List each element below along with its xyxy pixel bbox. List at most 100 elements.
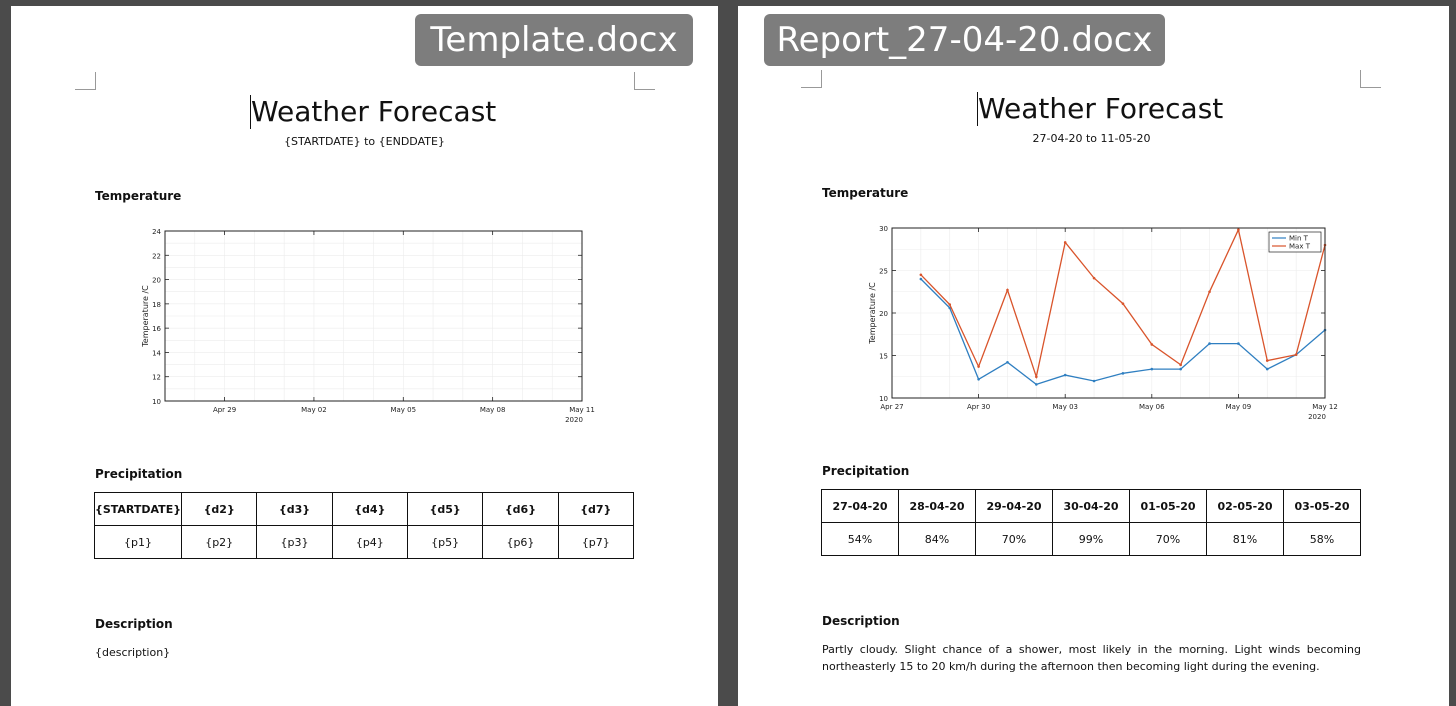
crop-mark [75, 72, 96, 90]
data-point [1265, 367, 1269, 371]
y-tick-label: 10 [879, 395, 888, 403]
crop-mark [634, 72, 655, 90]
x-tick-label: May 05 [390, 406, 416, 414]
y-tick-label: 15 [879, 353, 888, 361]
legend-label: Min T [1289, 235, 1309, 243]
x-tick-label: May 02 [301, 406, 327, 414]
y-tick-label: 22 [152, 252, 161, 260]
data-point [948, 303, 952, 306]
precip-value-cell[interactable]: {p3} [256, 525, 333, 559]
precip-header-cell[interactable]: 29-04-20 [975, 489, 1053, 523]
y-tick-label: 30 [879, 225, 888, 233]
text-cursor [977, 92, 978, 126]
precip-header-cell[interactable]: {d5} [406, 492, 484, 526]
precipitation-header-row: 27-04-20 28-04-20 29-04-20 30-04-20 01-0… [821, 489, 1361, 523]
precip-value-cell[interactable]: {p6} [482, 525, 559, 559]
y-tick-label: 20 [152, 277, 161, 285]
precipitation-header-row: {STARTDATE} {d2} {d3} {d4} {d5} {d6} {d7… [93, 492, 635, 526]
precip-value-cell[interactable]: 70% [1129, 522, 1207, 556]
precip-value-cell[interactable]: 99% [1052, 522, 1130, 556]
legend-label: Max T [1289, 243, 1311, 251]
plot-frame [164, 230, 583, 402]
precip-value-cell[interactable]: 84% [898, 522, 976, 556]
x-tick-label: May 08 [480, 406, 506, 414]
report-document-page: Weather Forecast 27-04-20 to 11-05-20 Te… [738, 6, 1449, 706]
precip-value-cell[interactable]: {p1} [93, 525, 183, 559]
precip-value-cell[interactable]: {p5} [406, 525, 484, 559]
precip-header-cell[interactable]: {STARTDATE} [93, 492, 183, 526]
x-tick-label: Apr 27 [880, 403, 903, 411]
document-title[interactable]: Weather Forecast [978, 92, 1224, 125]
template-document-page: Weather Forecast {STARTDATE} to {ENDDATE… [11, 6, 718, 706]
data-point [1150, 367, 1154, 371]
data-point [919, 273, 923, 277]
filename-label: Report_27-04-20.docx [764, 14, 1165, 66]
description-heading: Description [95, 617, 173, 631]
description-text[interactable]: Partly cloudy. Slight chance of a shower… [822, 643, 1361, 673]
description-heading: Description [822, 614, 900, 628]
precip-value-cell[interactable]: 70% [975, 522, 1053, 556]
document-subtitle[interactable]: {STARTDATE} to {ENDDATE} [284, 135, 445, 148]
y-tick-label: 14 [152, 349, 161, 357]
data-point [1208, 290, 1211, 294]
precipitation-table: {STARTDATE} {d2} {d3} {d4} {d5} {d6} {d7… [93, 492, 635, 559]
document-subtitle[interactable]: 27-04-20 to 11-05-20 [1032, 132, 1151, 145]
precipitation-value-row: {p1} {p2} {p3} {p4} {p5} {p6} {p7} [93, 525, 635, 559]
data-point [1294, 353, 1298, 356]
description-text[interactable]: {description} [95, 646, 171, 659]
precip-header-cell[interactable]: 30-04-20 [1052, 489, 1130, 523]
data-point [1006, 361, 1009, 364]
data-point [1035, 375, 1038, 379]
filename-label: Template.docx [415, 14, 693, 66]
x-tick-label: May 12 [1312, 403, 1338, 411]
temperature-heading: Temperature [822, 186, 909, 200]
data-point [1035, 383, 1038, 386]
precip-header-cell[interactable]: 01-05-20 [1129, 489, 1207, 523]
precip-header-cell[interactable]: {d7} [557, 492, 635, 526]
y-tick-label: 25 [879, 268, 888, 276]
data-point [1208, 342, 1211, 345]
precip-value-cell[interactable]: 81% [1206, 522, 1284, 556]
y-axis-label: Temperature /C [868, 282, 877, 345]
precip-value-cell[interactable]: {p7} [557, 525, 635, 559]
precip-header-cell[interactable]: {d6} [482, 492, 559, 526]
data-point [1237, 228, 1240, 231]
precipitation-heading: Precipitation [822, 464, 910, 478]
y-tick-label: 24 [152, 228, 161, 236]
plot-frame [891, 227, 1326, 399]
document-title[interactable]: Weather Forecast [251, 95, 497, 128]
temperature-chart: 10 15 20 25 30 Apr 27 Apr 30 May 03 May 06 May 09… [868, 225, 1338, 421]
y-tick-label: 10 [152, 398, 161, 406]
data-point [1092, 379, 1096, 383]
precip-header-cell[interactable]: 28-04-20 [898, 489, 976, 523]
precip-value-cell[interactable]: {p2} [181, 525, 258, 559]
precip-header-cell[interactable]: {d2} [181, 492, 258, 526]
precip-header-cell[interactable]: 03-05-20 [1283, 489, 1361, 523]
precipitation-value-row: 54% 84% 70% 99% 70% 81% 58% [821, 522, 1361, 556]
precip-value-cell[interactable]: {p4} [331, 525, 408, 559]
temperature-chart: 10 12 14 16 18 20 22 24 Apr 29 May 02 May 05 May 08… [141, 228, 595, 424]
precip-value-cell[interactable]: 58% [1283, 522, 1361, 556]
legend-box [1268, 231, 1322, 253]
precip-header-cell[interactable]: 02-05-20 [1206, 489, 1284, 523]
x-tick-label: Apr 29 [213, 406, 236, 414]
text-cursor [250, 95, 251, 129]
data-point [977, 365, 980, 368]
x-tick-label: Apr 30 [967, 403, 990, 411]
data-point [919, 277, 923, 281]
data-point [1179, 363, 1182, 367]
data-point [1179, 367, 1182, 371]
data-point [1237, 342, 1240, 345]
precip-header-cell[interactable]: {d4} [331, 492, 408, 526]
data-point [1063, 373, 1067, 377]
precip-value-cell[interactable]: 54% [821, 522, 899, 556]
data-point [1063, 241, 1067, 244]
x-tick-label: May 06 [1139, 403, 1165, 411]
y-axis-label: Temperature /C [141, 285, 150, 348]
x-tick-label: May 09 [1226, 403, 1252, 411]
precip-header-cell[interactable]: 27-04-20 [821, 489, 899, 523]
precip-header-cell[interactable]: {d3} [256, 492, 333, 526]
x-year-label: 2020 [1308, 413, 1326, 421]
y-tick-label: 12 [152, 374, 161, 382]
y-tick-label: 20 [879, 310, 888, 318]
